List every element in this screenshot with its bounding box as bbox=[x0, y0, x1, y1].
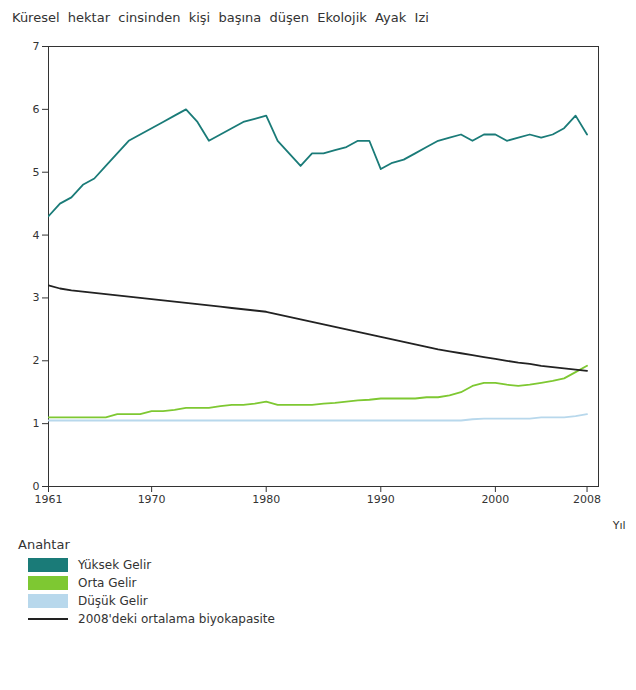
svg-text:Yıl: Yıl bbox=[612, 519, 626, 532]
html-text:Orta Gelir: Orta Gelir bbox=[78, 576, 137, 590]
svg-text:1980: 1980 bbox=[252, 493, 280, 506]
svg-text:4: 4 bbox=[33, 229, 40, 242]
svg-text:1970: 1970 bbox=[138, 493, 166, 506]
html-text:2008'deki ortalama biyokapasit: 2008'deki ortalama biyokapasite bbox=[78, 612, 275, 626]
svg-text:0: 0 bbox=[33, 480, 40, 493]
svg-text:2008: 2008 bbox=[573, 493, 601, 506]
svg-text:1961: 1961 bbox=[35, 493, 63, 506]
svg-text:2000: 2000 bbox=[481, 493, 509, 506]
html-text:Küresel hektar cinsinden kişi: Küresel hektar cinsinden kişi başına düş… bbox=[12, 10, 429, 25]
svg-text:7: 7 bbox=[33, 40, 40, 53]
svg-text:3: 3 bbox=[33, 291, 40, 304]
svg-text:6: 6 bbox=[33, 103, 40, 116]
html-text:Düşük Gelir: Düşük Gelir bbox=[78, 594, 148, 608]
html-text:Yüksek Gelir: Yüksek Gelir bbox=[78, 558, 152, 572]
svg-text:2: 2 bbox=[33, 354, 40, 367]
svg-text:5: 5 bbox=[33, 166, 40, 179]
svg-text:1990: 1990 bbox=[367, 493, 395, 506]
html-text:Anahtar: Anahtar bbox=[18, 537, 70, 552]
svg-text:1: 1 bbox=[33, 417, 40, 430]
